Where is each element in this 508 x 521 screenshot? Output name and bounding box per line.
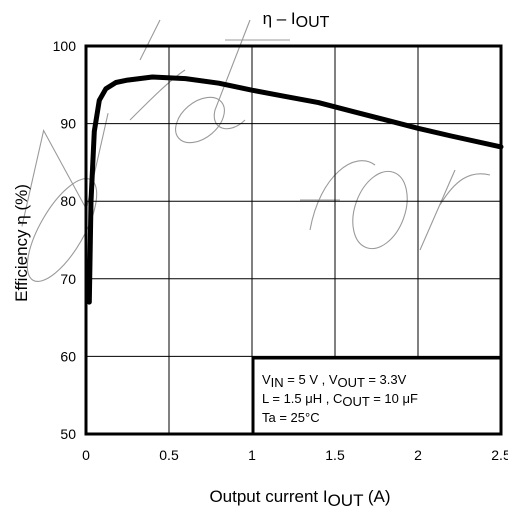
x-tick-label: 2	[414, 447, 422, 463]
y-axis-tick-labels: 50 60 70 80 90 100	[53, 38, 77, 442]
x-tick-label: 1.5	[325, 447, 345, 463]
x-axis-label: Output current IOUT (A)	[209, 487, 390, 510]
x-tick-label: 2.5	[491, 447, 508, 463]
conditions-box: VIN = 5 V , VOUT = 3.3V L = 1.5 μH , COU…	[251, 356, 503, 436]
efficiency-curve	[86, 74, 504, 305]
y-tick-label: 100	[53, 38, 77, 54]
conditions-box-frame	[251, 356, 503, 436]
x-tick-label: 0.5	[159, 447, 179, 463]
chart-title: η – IOUT	[263, 9, 330, 31]
watermark	[21, 19, 491, 282]
x-tick-label: 0	[82, 447, 90, 463]
y-tick-label: 70	[60, 271, 76, 287]
plot-area	[84, 44, 504, 436]
conditions-line-1: VIN = 5 V , VOUT = 3.3V	[262, 372, 407, 390]
y-tick-label: 50	[60, 426, 76, 442]
x-tick-label: 1	[248, 447, 256, 463]
conditions-line-2: L = 1.5 μH , COUT = 10 μF	[262, 391, 418, 409]
conditions-line-3: Ta = 25°C	[262, 410, 320, 425]
y-tick-label: 80	[60, 193, 76, 209]
y-axis-label: Efficiency η (%)	[12, 184, 31, 302]
y-tick-label: 90	[60, 116, 76, 132]
x-axis-tick-labels: 0 0.5 1 1.5 2 2.5	[82, 447, 508, 463]
y-tick-label: 60	[60, 348, 76, 364]
